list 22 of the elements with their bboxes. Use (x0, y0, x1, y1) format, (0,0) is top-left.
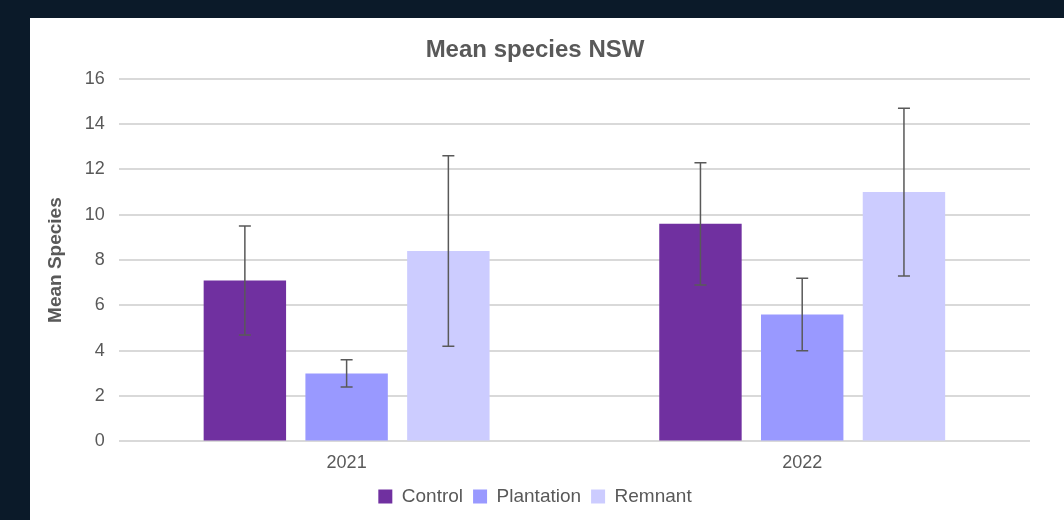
y-tick-label: 4 (94, 339, 105, 360)
y-tick-label: 12 (84, 158, 105, 179)
bar (203, 280, 287, 441)
y-tick-label: 8 (94, 249, 105, 270)
y-tick-label: 14 (84, 113, 105, 134)
x-tick-label: 2021 (326, 452, 367, 473)
y-tick-label: 2 (94, 385, 105, 406)
y-axis-title: Mean Species (43, 197, 65, 323)
bar (305, 373, 388, 441)
y-tick-label: 6 (94, 294, 105, 315)
x-tick-label: 2022 (782, 452, 823, 473)
bar (862, 192, 946, 441)
y-tick-label: 10 (84, 203, 105, 224)
legend-label: Plantation (496, 484, 582, 506)
legend-label: Control (401, 484, 464, 506)
legend-label: Remnant (614, 484, 693, 506)
chart-title: Mean species NSW (425, 35, 645, 63)
bar (659, 223, 742, 441)
y-tick-label: 16 (84, 67, 105, 88)
bar (761, 314, 844, 441)
bar (407, 251, 490, 441)
y-tick-label: 0 (94, 430, 105, 451)
